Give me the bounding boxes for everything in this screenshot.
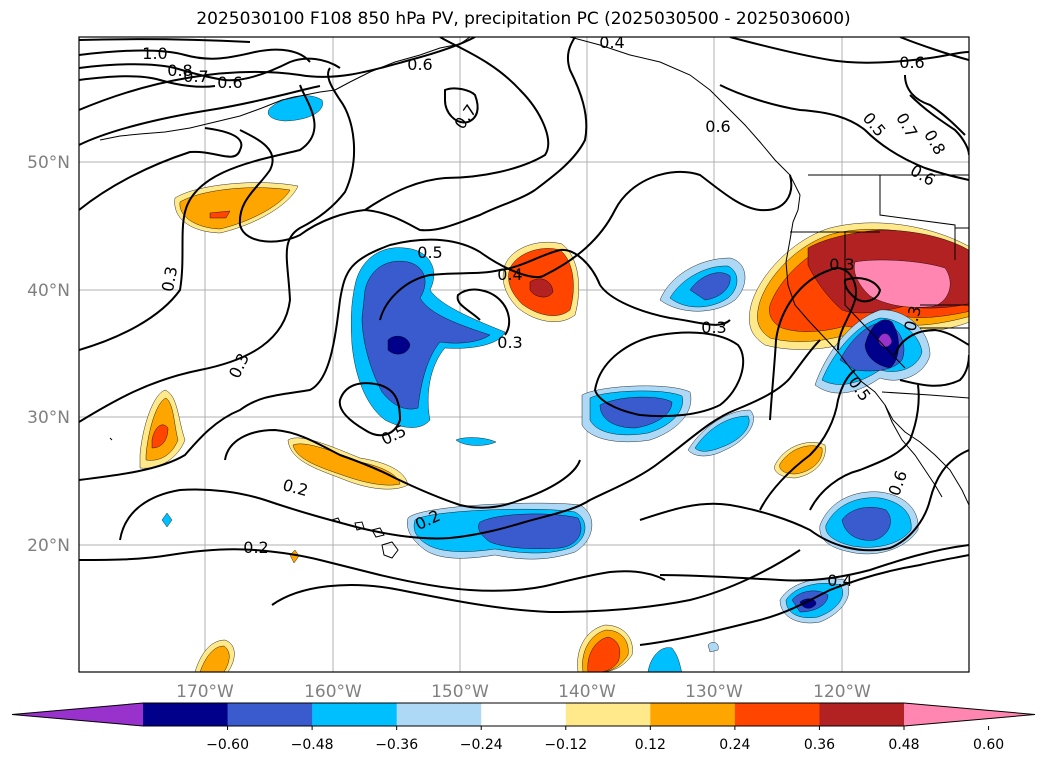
- lon-label: 170°W: [176, 682, 234, 702]
- lon-label: 160°W: [304, 682, 362, 702]
- colorbar-segment: [650, 703, 736, 726]
- colorbar-tick-label: 0.36: [804, 737, 835, 753]
- contour-label: 0.2: [243, 538, 268, 557]
- colorbar-tick-label: 0.24: [719, 737, 750, 753]
- colorbar-tick-label: −0.36: [375, 737, 418, 753]
- colorbar-segment: [143, 703, 229, 726]
- contour-label: 0.2: [281, 475, 311, 500]
- contour-label: 0.3: [497, 333, 522, 352]
- map-title: 2025030100 F108 850 hPa PV, precipitatio…: [196, 9, 851, 29]
- contour-label: 0.6: [407, 55, 432, 74]
- contour-label: 0.6: [885, 468, 912, 498]
- lon-label: 150°W: [431, 682, 489, 702]
- colorbar-extension-max: [904, 703, 1035, 726]
- colorbar-tick-label: −0.60: [206, 737, 249, 753]
- lat-label: 30°N: [27, 408, 70, 428]
- colorbar-tick-label: −0.24: [460, 737, 503, 753]
- contour-label: 0.6: [899, 53, 924, 72]
- contour-label: 0.3: [158, 265, 181, 293]
- colorbar-segment: [565, 703, 651, 726]
- contour-label: 0.7: [450, 101, 480, 133]
- lon-label: 120°W: [813, 682, 871, 702]
- colorbar-tick-label: −0.12: [544, 737, 587, 753]
- lat-label: 20°N: [27, 536, 70, 556]
- contour-label: 0.5: [417, 243, 442, 262]
- colorbar-segment: [227, 703, 313, 726]
- contour-label: 0.6: [217, 73, 242, 92]
- contour-label: 0.4: [599, 33, 624, 52]
- colorbar: −0.60 −0.48 −0.36 −0.24 −0.12 0.12 0.24 0.36 0.4…: [11, 702, 1036, 753]
- contour-label: 0.8: [167, 61, 192, 80]
- colorbar-segment: [481, 703, 567, 726]
- lat-label: 50°N: [27, 153, 70, 173]
- contour-label: 0.4: [827, 571, 852, 590]
- colorbar-tick-label: 0.12: [635, 737, 666, 753]
- colorbar-extension-min: [12, 703, 143, 726]
- longitude-labels: 170°W 160°W 150°W 140°W 130°W 120°W: [176, 682, 871, 702]
- map-panel: 1.0 0.8 0.7 0.6 0.6 0.4 0.6 0.7 0.6 0.5 …: [79, 33, 969, 672]
- precip-shading: [139, 95, 969, 672]
- colorbar-segment: [734, 703, 820, 726]
- lon-label: 140°W: [558, 682, 616, 702]
- contour-label: 0.3: [829, 255, 854, 274]
- lat-label: 40°N: [27, 281, 70, 301]
- map-frame: [78, 36, 970, 673]
- coastlines: [99, 37, 969, 559]
- contour-label: 0.7: [183, 67, 208, 86]
- colorbar-outline: [11, 702, 1036, 727]
- colorbar-segment: [819, 703, 905, 726]
- latitude-labels: 50°N 40°N 30°N 20°N: [27, 153, 70, 556]
- pv-contours: [79, 37, 969, 646]
- lon-label: 130°W: [685, 682, 743, 702]
- colorbar-tick-label: −0.48: [291, 737, 334, 753]
- colorbar-tick-label: 0.48: [888, 737, 919, 753]
- contour-label: 0.7: [892, 109, 921, 141]
- colorbar-segment: [396, 703, 482, 726]
- contour-label: 0.5: [859, 109, 890, 141]
- contour-label: 0.3: [701, 318, 726, 337]
- colorbar-tick-label: 0.60: [973, 737, 1004, 753]
- contour-label: 1.0: [142, 44, 167, 63]
- contour-label: 0.8: [920, 126, 949, 158]
- contour-label: 0.6: [907, 161, 939, 190]
- contour-label: 0.4: [497, 265, 522, 284]
- colorbar-segment: [312, 703, 398, 726]
- contour-label: 0.6: [705, 117, 730, 136]
